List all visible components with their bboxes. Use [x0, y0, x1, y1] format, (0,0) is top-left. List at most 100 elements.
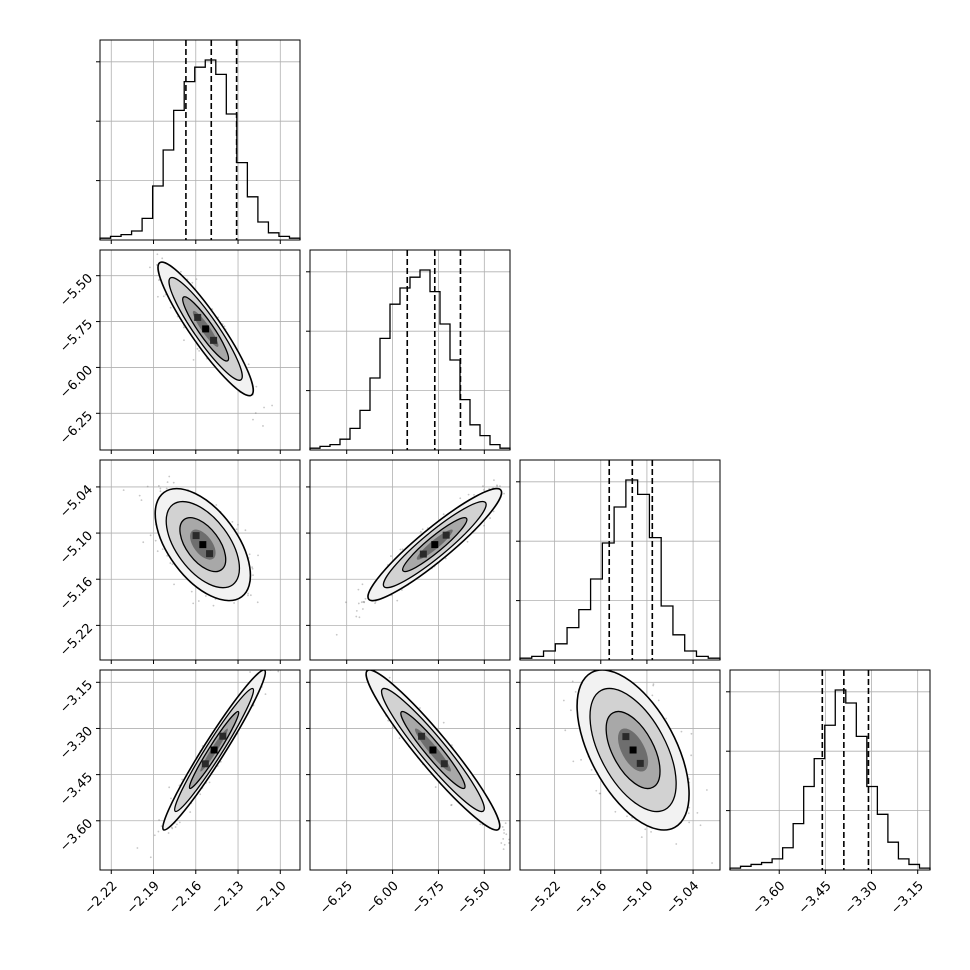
density-peak-cell: [431, 541, 439, 549]
panel-frame: [99, 39, 301, 241]
scatter-point: [652, 684, 655, 687]
scatter-point: [514, 488, 516, 490]
scatter-point: [690, 732, 693, 735]
scatter-point: [374, 600, 377, 603]
scatter-point: [219, 760, 222, 763]
scatter-point: [680, 730, 683, 733]
scatter-point: [182, 326, 185, 329]
density-peak-cell: [194, 313, 202, 321]
scatter-point: [233, 602, 235, 604]
scatter-point: [158, 279, 160, 281]
scatter-point: [361, 662, 363, 664]
scatter-point: [595, 789, 598, 792]
scatter-point: [363, 600, 366, 603]
scatter-point: [170, 826, 173, 829]
scatter-point: [174, 826, 177, 828]
scatter-point: [198, 349, 201, 352]
scatter-point: [270, 657, 272, 659]
pair-3-1: [348, 661, 510, 851]
density-peak-cell: [429, 746, 437, 754]
scatter-point: [616, 663, 618, 665]
scatter-point: [499, 485, 501, 488]
scatter-point: [459, 497, 462, 500]
scatter-point: [262, 425, 264, 427]
scatter-point: [479, 823, 482, 826]
y-tick-label: −6.25: [57, 409, 96, 448]
scatter-point: [161, 257, 164, 260]
scatter-point: [622, 665, 624, 667]
scatter-point: [257, 554, 259, 557]
scatter-point: [705, 789, 708, 791]
scatter-point: [364, 597, 367, 600]
x-tick-label: −2.16: [166, 879, 205, 918]
scatter-point: [644, 828, 647, 831]
scatter-point: [711, 862, 713, 864]
scatter-point: [401, 548, 404, 551]
scatter-point: [640, 836, 643, 839]
scatter-point: [263, 406, 265, 409]
density-peak-cell: [210, 336, 218, 344]
histogram-0: [99, 59, 301, 240]
scatter-point: [606, 665, 608, 667]
scatter-point: [157, 295, 159, 298]
density-peak-cell: [622, 733, 630, 741]
panel-frame: [99, 249, 301, 451]
scatter-point: [373, 667, 375, 669]
scatter-point: [173, 583, 175, 586]
scatter-point: [348, 663, 350, 665]
scatter-point: [665, 717, 668, 720]
scatter-point: [157, 830, 160, 833]
scatter-point: [196, 347, 199, 350]
scatter-point: [223, 325, 226, 328]
scatter-point: [450, 744, 453, 747]
density-peak-cell: [199, 541, 207, 549]
scatter-point: [166, 554, 169, 557]
density-peak-cell: [206, 550, 214, 558]
x-tick-label: −6.25: [317, 879, 356, 918]
y-tick-label: −5.04: [57, 482, 96, 521]
scatter-point: [390, 555, 392, 557]
scatter-point: [391, 726, 394, 729]
scatter-point: [374, 602, 376, 605]
panel-frame: [99, 459, 301, 661]
scatter-point: [590, 768, 593, 771]
scatter-point: [419, 707, 421, 709]
y-tick-label: −5.16: [57, 575, 96, 614]
scatter-point: [149, 534, 152, 537]
panel-frame: [519, 459, 721, 661]
scatter-point: [251, 566, 254, 569]
scatter-point: [503, 832, 505, 834]
scatter-point: [244, 529, 247, 532]
scatter-point: [562, 699, 565, 702]
scatter-point: [197, 600, 200, 602]
x-tick-label: −2.13: [209, 879, 248, 918]
scatter-point: [249, 594, 252, 597]
scatter-point: [179, 270, 182, 273]
scatter-point: [622, 643, 624, 645]
scatter-point: [159, 487, 162, 490]
scatter-point: [136, 847, 139, 849]
scatter-point: [569, 709, 572, 712]
scatter-point: [168, 475, 171, 478]
scatter-point: [399, 548, 402, 551]
panel-frame: [99, 669, 301, 871]
scatter-point: [467, 493, 470, 496]
scatter-point: [256, 601, 259, 604]
scatter-point: [450, 804, 453, 806]
scatter-point: [208, 781, 211, 784]
scatter-point: [496, 485, 499, 488]
scatter-point: [169, 306, 172, 309]
scatter-point: [191, 281, 194, 284]
scatter-point: [690, 754, 693, 757]
density-peak-cell: [219, 732, 227, 740]
pair-1-0: [148, 253, 274, 427]
scatter-point: [249, 671, 251, 673]
scatter-point: [165, 487, 168, 490]
scatter-point: [254, 412, 257, 414]
scatter-point: [362, 661, 364, 663]
scatter-point: [170, 797, 172, 800]
scatter-point: [619, 664, 621, 666]
scatter-point: [154, 539, 157, 542]
scatter-point: [362, 600, 365, 603]
scatter-point: [501, 826, 504, 828]
